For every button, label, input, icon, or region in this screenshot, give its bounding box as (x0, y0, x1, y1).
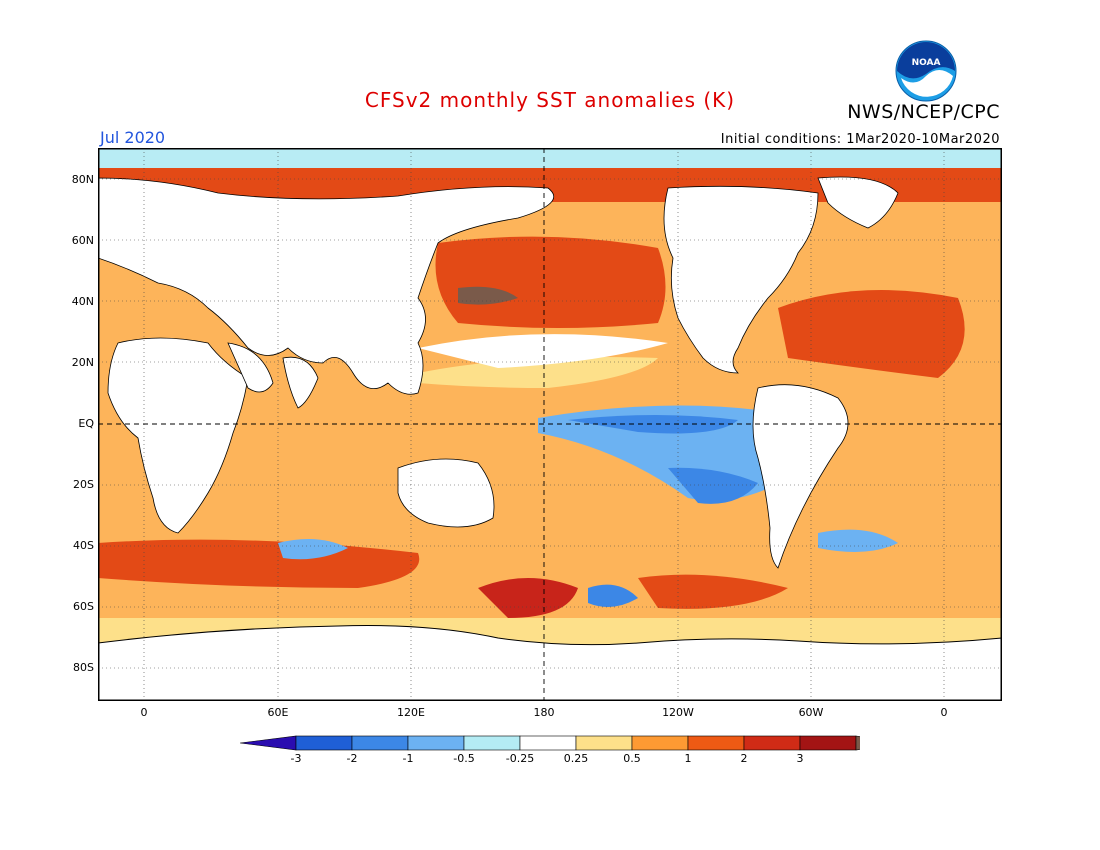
landmasses (98, 176, 899, 569)
agency-label: NWS/NCEP/CPC (847, 101, 1000, 123)
lon-label: 60E (267, 706, 289, 719)
colorbar-min-arrow (240, 735, 297, 751)
lat-label: 20S (73, 478, 94, 491)
colorbar-cell (463, 735, 521, 751)
lon-label: 0 (140, 706, 148, 719)
lon-label: 120E (397, 706, 425, 719)
colorbar-cell (407, 735, 465, 751)
lat-label: 40S (73, 539, 94, 552)
colorbar-cell (631, 735, 689, 751)
colorbar-cell (351, 735, 409, 751)
pacific-cold-core (568, 415, 738, 434)
lon-label: 180 (533, 706, 555, 719)
forecast-month: Jul 2020 (100, 128, 166, 147)
south-pacific-cold (588, 584, 638, 607)
south-indian-cold (278, 539, 348, 560)
colorbar-label: 3 (796, 752, 804, 765)
colorbar-cell (743, 735, 801, 751)
sst-anomaly-map (98, 148, 1002, 701)
colorbar-label: -1 (402, 752, 414, 765)
arctic-band (98, 148, 1002, 170)
lat-label: 40N (71, 295, 94, 308)
colorbar-label: 2 (740, 752, 748, 765)
colorbar-label: 0.5 (623, 752, 641, 765)
colorbar-label: 0.25 (563, 752, 589, 765)
north-atlantic-warm (778, 290, 965, 378)
lat-label: 80N (71, 173, 94, 186)
colorbar-label: -2 (346, 752, 358, 765)
lon-label: 60W (798, 706, 824, 719)
colorbar-label: 1 (684, 752, 692, 765)
graticule (98, 148, 1002, 701)
lat-label: 60S (73, 600, 94, 613)
lat-label: 20N (71, 356, 94, 369)
colorbar-cell (575, 735, 633, 751)
colorbar-max-arrow (855, 735, 860, 751)
north-pacific-white (418, 334, 668, 368)
lat-label: EQ (78, 417, 94, 430)
svg-text:NOAA: NOAA (912, 58, 941, 68)
colorbar (240, 735, 860, 751)
map-frame (98, 148, 1002, 701)
colorbar-cell (799, 735, 857, 751)
colorbar-cell (687, 735, 745, 751)
south-pacific-warm-2 (638, 574, 788, 609)
noaa-logo: NOAA (895, 40, 957, 102)
se-pacific-cold (668, 467, 758, 504)
antarctica (98, 625, 1002, 701)
equator-dateline (98, 148, 1002, 701)
lat-label: 80S (73, 661, 94, 674)
initial-conditions: Initial conditions: 1Mar2020-10Mar2020 (720, 132, 1000, 147)
south-atlantic-cold (818, 529, 898, 552)
colorbar-label: -0.25 (505, 752, 535, 765)
lat-label: 60N (71, 234, 94, 247)
chart-title: CFSv2 monthly SST anomalies (K) (364, 88, 736, 112)
colorbar-cell (295, 735, 353, 751)
lon-label: 120W (662, 706, 694, 719)
north-pacific-hot (458, 286, 518, 305)
north-pacific-yellow (418, 357, 658, 388)
lon-label: 0 (940, 706, 948, 719)
colorbar-label: -3 (290, 752, 302, 765)
south-pacific-warm (478, 578, 578, 618)
colorbar-cell (519, 735, 577, 751)
north-pacific-warm (435, 236, 666, 328)
colorbar-label: -0.5 (453, 752, 475, 765)
